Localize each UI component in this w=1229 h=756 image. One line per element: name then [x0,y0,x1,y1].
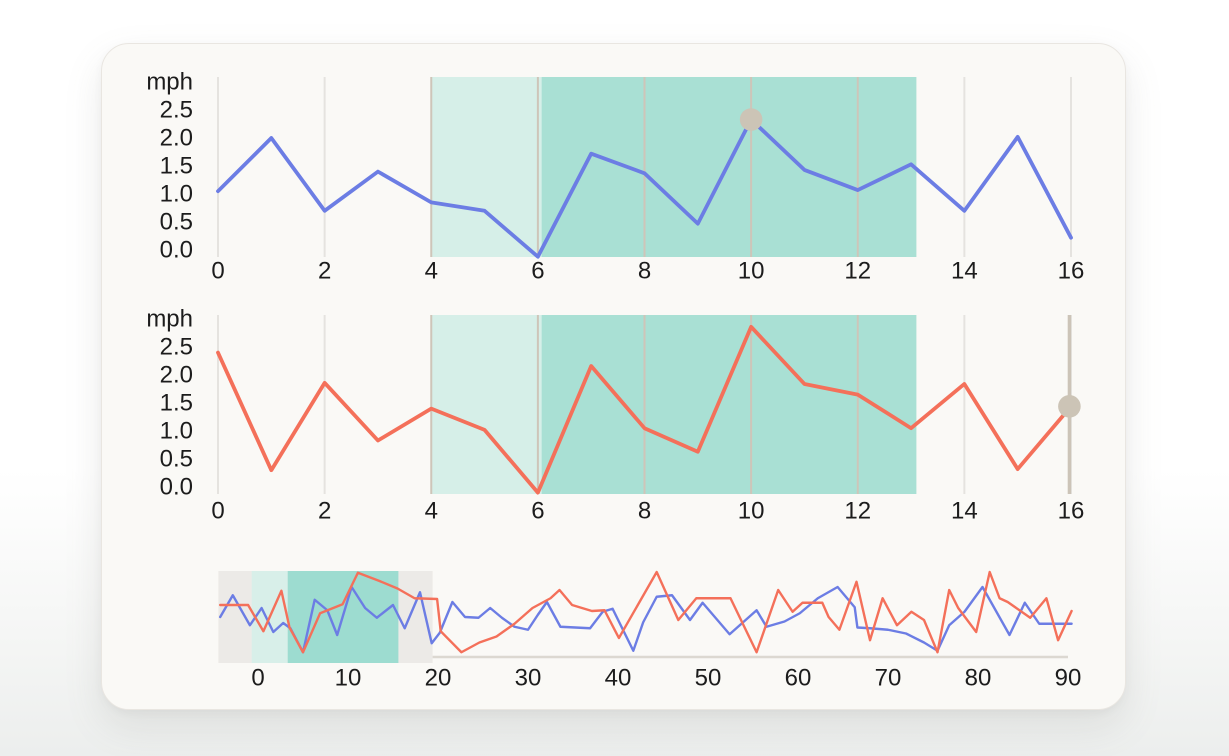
x-tick-label: 20 [425,665,452,692]
x-tick-label: 12 [844,498,871,525]
x-tick-label: 50 [695,665,722,692]
y-tick-label: 0.0 [160,474,193,501]
y-tick-label: 1.0 [160,181,193,208]
x-tick-label: 0 [251,665,264,692]
x-tick-label: 80 [965,665,992,692]
series-line-orange [218,570,1073,654]
x-tick-label: 90 [1055,665,1082,692]
y-tick-label: 2.5 [160,334,193,361]
x-tick-label: 40 [605,665,632,692]
y-tick-label: 0.5 [160,209,193,236]
x-tick-label: 16 [1058,258,1085,285]
highlight-zone-dark [541,315,917,494]
chart-speed-middle[interactable]: 0 2 4 6 8 10 12 14 16 2.52.01.51.00.50.0 mph [146,306,1084,525]
x-tick-label: 12 [844,258,871,285]
x-tick-label: 8 [638,498,651,525]
x-tick-label: 4 [425,498,438,525]
x-tick-label: 6 [531,498,544,525]
x-tick-label: 0 [211,258,224,285]
chart-overview[interactable]: 0 10 20 30 40 50 60 70 80 90 [218,570,1082,692]
y-tick-label: 0.0 [160,237,193,264]
y-tick-label: 1.5 [160,153,193,180]
x-tick-label: 10 [738,258,765,285]
x-tick-label: 14 [951,498,978,525]
x-tick-label: 4 [425,258,438,285]
y-axis-unit-label: mph [146,306,193,333]
x-tick-label: 2 [318,498,331,525]
x-tick-label: 16 [1058,498,1085,525]
y-tick-label: 1.5 [160,390,193,417]
highlight-zone-dark [541,77,917,257]
y-tick-label: 2.5 [160,97,193,124]
y-tick-label: 1.0 [160,418,193,445]
x-tick-label: 8 [638,258,651,285]
x-tick-label: 6 [531,258,544,285]
x-tick-label: 70 [875,665,902,692]
series-line-orange [216,324,1073,495]
series-line-blue [218,585,1073,654]
y-tick-label: 2.0 [160,362,193,389]
x-tick-label: 10 [738,498,765,525]
cursor-dot[interactable] [1058,395,1081,418]
x-tick-label: 2 [318,258,331,285]
y-axis-unit-label: mph [146,69,193,96]
chart-speed-top[interactable]: 0 2 4 6 8 10 12 14 16 2.52.01.51.00.50.0 mph [146,69,1084,285]
cursor-dot[interactable] [739,108,763,131]
x-tick-label: 0 [211,498,224,525]
x-tick-label: 30 [515,665,542,692]
highlight-zone-light [431,77,542,257]
x-tick-label: 10 [335,665,362,692]
x-tick-label: 60 [785,665,812,692]
x-tick-label: 14 [951,258,978,285]
series-line-blue [216,117,1073,259]
y-tick-label: 2.0 [160,125,193,152]
highlight-zone-light [431,315,542,494]
y-tick-label: 0.5 [160,446,193,473]
